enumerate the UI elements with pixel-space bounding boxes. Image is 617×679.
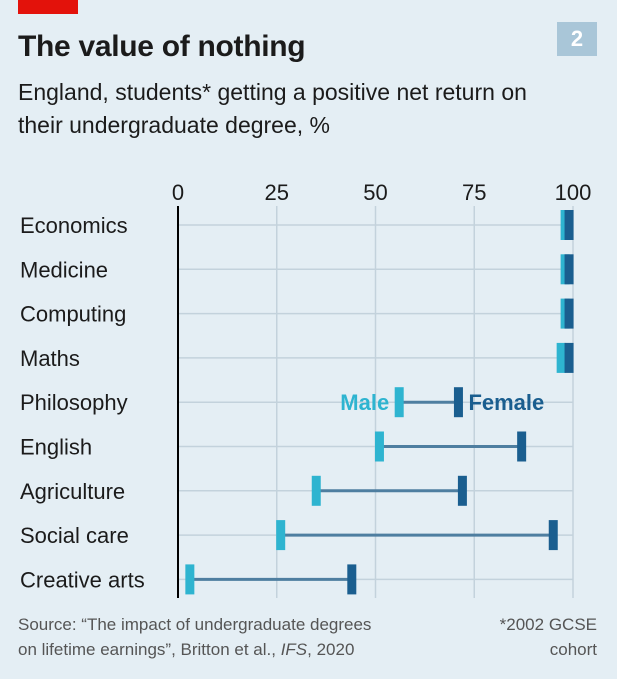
female-marker [453,387,463,418]
male-marker [374,431,384,462]
category-label: Creative arts [20,567,145,592]
source-note: Source: “The impact of undergraduate deg… [18,612,371,662]
chart-subtitle: England, students* getting a positive ne… [18,79,527,138]
source-line-1: Source: “The impact of undergraduate deg… [18,615,372,634]
category-label: Philosophy [20,390,128,415]
footnote-line-1: *2002 GCSE [499,615,597,634]
x-tick-label: 50 [363,180,387,205]
male-marker [311,475,321,506]
female-marker [564,298,574,329]
male-marker [556,342,566,373]
female-marker [548,520,558,551]
female-marker [347,564,357,595]
male-marker [276,520,286,551]
male-marker [185,564,195,595]
brand-tag [18,0,78,14]
category-label: Computing [20,302,126,327]
category-label: Medicine [20,257,108,282]
female-marker [517,431,527,462]
category-label: Social care [20,523,129,548]
chart-title: The value of nothing [18,30,306,63]
female-marker [457,475,467,506]
male-marker [394,387,404,418]
source-line-2: on lifetime earnings”, Britton et al., I… [18,640,355,659]
x-tick-label: 100 [555,180,592,205]
female-marker [564,210,574,240]
legend-male-label: Male [340,390,389,415]
legend-female-label: Female [468,390,544,415]
x-tick-label: 0 [172,180,184,205]
female-marker [564,342,574,373]
footnote: *2002 GCSE cohort [467,612,597,662]
category-label: English [20,435,92,460]
category-label: Agriculture [20,479,125,504]
x-tick-label: 25 [265,180,289,205]
female-marker [564,254,574,285]
chart-number-badge: 2 [557,22,597,56]
x-tick-label: 75 [462,180,486,205]
dumbbell-chart: 0 25 50 75 100 Economics Medicine Computing Mat… [20,180,592,598]
category-label: Maths [20,346,80,371]
footnote-line-2: cohort [549,640,597,659]
category-label: Economics [20,213,128,238]
